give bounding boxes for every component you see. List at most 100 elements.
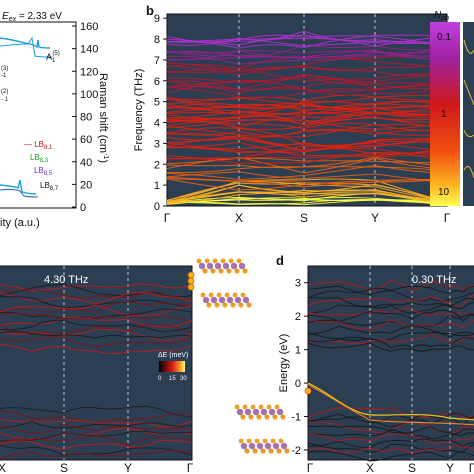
panel-d-ylabel: Energy (eV): [278, 334, 290, 393]
atom: [238, 438, 244, 444]
phonon-band: [166, 105, 448, 117]
panel-a-ytick-label: 120: [80, 66, 98, 78]
bond: [237, 299, 242, 306]
panel-c-mode-marker: [187, 277, 195, 285]
bond: [205, 299, 210, 306]
electron-band: [0, 319, 193, 333]
panel-a-ytick-label: 40: [80, 157, 92, 169]
electron-band: [0, 324, 193, 335]
phonon-band: [166, 142, 448, 154]
phonon-band: [166, 66, 448, 76]
phonon-band: [166, 135, 448, 146]
electron-band: [0, 421, 193, 429]
atom: [232, 292, 238, 298]
partial-label-1: (3): [1, 66, 8, 72]
panel-a-ytick-label: 0: [80, 202, 86, 214]
phonon-band: [166, 51, 448, 65]
electron-band: [307, 333, 474, 345]
atom: [204, 258, 210, 264]
panel-d-ytick-label: 3: [295, 278, 301, 290]
panel-d-ytick-label: -2: [291, 445, 301, 457]
electron-band: [307, 280, 474, 292]
electron-band: [0, 331, 193, 339]
phonon-band: [166, 94, 448, 102]
panel-b-kpoint-label: Y: [371, 211, 379, 225]
bond: [283, 445, 288, 452]
electron-band: [0, 450, 193, 460]
nph-colorbar-label-1: 1: [441, 109, 447, 120]
atom: [220, 258, 226, 264]
panel-b-ytick-label: 4: [154, 118, 160, 130]
de-colorbar: [159, 361, 185, 372]
electron-band: [307, 425, 474, 436]
atom: [208, 292, 214, 298]
phonon-band: [166, 100, 448, 116]
panel-d-kpoint-label: Γ: [469, 461, 474, 474]
electron-band: [0, 300, 193, 313]
phonon-band: [166, 97, 448, 109]
atom: [196, 258, 202, 264]
phonon-band: [166, 73, 448, 84]
panel-b-ytick-label: 0: [154, 201, 160, 213]
panel-c-mode-marker: [187, 283, 195, 291]
nph-colorbar-label-2: 10: [438, 187, 450, 198]
phonon-band: [166, 142, 448, 155]
de-colorbar-title: ΔE (meV): [158, 352, 188, 359]
atom: [236, 258, 242, 264]
crystal-structure-top: [196, 258, 252, 308]
raman-spectrum-peak: [0, 36, 53, 58]
panel-d-frequency-label: 0.30 THz: [412, 274, 456, 286]
panel-a-ylabel: Raman shift (cm-1): [97, 73, 109, 163]
bond: [241, 265, 246, 272]
panel-b-ytick-label: 3: [154, 138, 160, 150]
atom: [242, 404, 248, 410]
phonon-band: [166, 62, 448, 73]
atom: [228, 258, 234, 264]
phonon-band: [166, 191, 448, 205]
bond: [263, 411, 268, 418]
bond: [239, 411, 244, 418]
phonon-band: [166, 128, 448, 140]
electron-band: [307, 309, 474, 322]
panel-d-ytick-label: 1: [295, 345, 301, 357]
lb83-label: LB8,3: [30, 153, 49, 164]
panel-d-kpoint-label: X: [366, 461, 374, 474]
raman-spectrum-curve: [0, 37, 51, 49]
de-colorbar-label-2: 30: [180, 376, 187, 382]
electron-band: [307, 302, 474, 315]
phonon-band: [166, 178, 448, 191]
atom: [270, 438, 276, 444]
peak-a1-label: A1(5): [46, 51, 60, 64]
phonon-band: [166, 171, 448, 184]
panel-d-mode-marker: [304, 387, 312, 395]
phonon-band: [166, 110, 448, 126]
panel-d-label: d: [276, 253, 284, 268]
electron-band: [0, 304, 193, 317]
phonon-band: [166, 141, 448, 157]
phonon-band: [166, 104, 448, 116]
phonon-band: [166, 121, 448, 130]
bond: [221, 299, 226, 306]
panel-b-phonon-bands: [166, 30, 448, 206]
phonon-band: [166, 199, 448, 206]
panel-d-plot-area: [307, 265, 474, 461]
phonon-band: [166, 98, 448, 110]
partial-label-3: (2): [1, 89, 8, 95]
panel-d-kpoint-label: Γ: [307, 461, 314, 474]
phonon-band: [166, 30, 448, 44]
electron-band: [307, 414, 474, 428]
bond: [209, 265, 214, 272]
atom: [216, 292, 222, 298]
phonon-band: [166, 34, 448, 48]
electron-band: [0, 317, 193, 328]
panel-a-ytick-label: 80: [80, 112, 92, 124]
phonon-band: [166, 36, 448, 48]
atom: [246, 438, 252, 444]
electron-band: [307, 325, 474, 337]
electron-band: [0, 308, 193, 320]
panel-a-ytick-label: 140: [80, 44, 98, 56]
electron-band: [0, 424, 193, 434]
panel-b-yticks: 0 1 2 3 4 5 6 7 8 9: [154, 13, 167, 213]
